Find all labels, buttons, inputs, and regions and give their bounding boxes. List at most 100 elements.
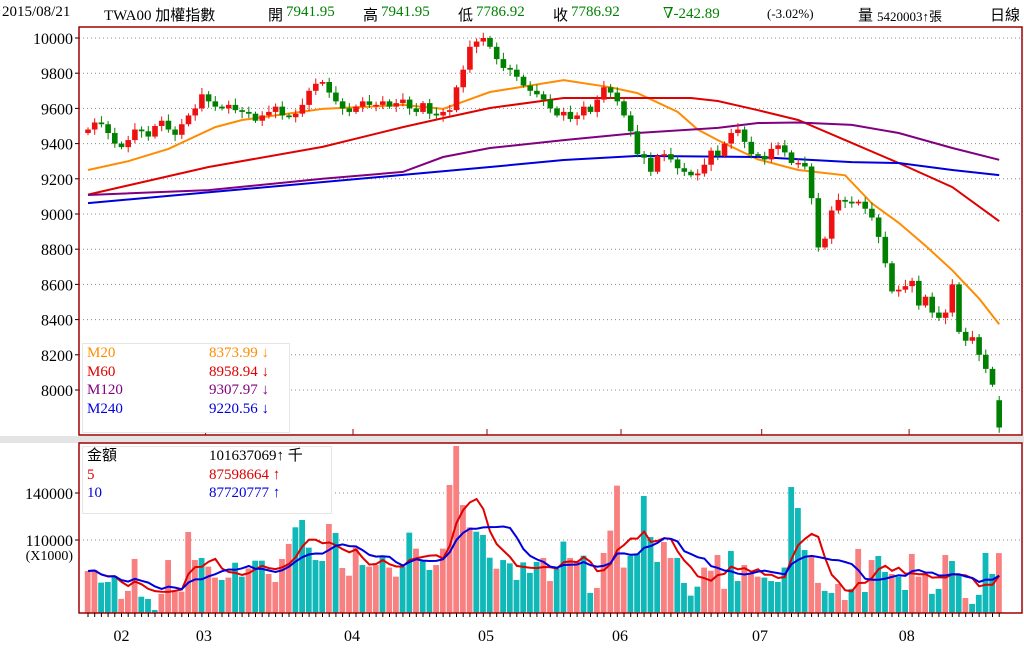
volume-bar xyxy=(98,582,104,613)
candle-body xyxy=(279,106,286,116)
symbol-name: TWA00 加權指數 xyxy=(104,8,216,24)
candle-body xyxy=(239,110,245,112)
candlestick xyxy=(996,395,1002,433)
candlestick xyxy=(922,294,929,308)
volume-bar xyxy=(982,553,989,613)
price-tick-label: 9800 xyxy=(41,66,73,83)
legend-value: 8373.99 ↓ xyxy=(209,345,269,361)
volume-bar xyxy=(466,527,473,613)
volume-bar xyxy=(754,576,761,613)
candlestick xyxy=(172,126,178,142)
candle-body xyxy=(708,150,714,165)
volume-bar xyxy=(379,556,386,613)
candlestick xyxy=(909,277,915,293)
candle-body xyxy=(359,101,366,107)
candlestick xyxy=(567,105,574,123)
candle-body xyxy=(259,115,265,121)
candlestick xyxy=(795,158,801,169)
candle-body xyxy=(406,99,413,109)
candle-body xyxy=(440,111,446,116)
candlestick xyxy=(855,199,862,206)
low-value: 7786.92 xyxy=(476,4,525,20)
candlestick xyxy=(112,127,118,148)
candlestick xyxy=(728,128,734,149)
candle-body xyxy=(855,201,862,204)
ma-line-m60 xyxy=(87,97,1000,223)
candle-body xyxy=(835,199,842,211)
candle-body xyxy=(554,108,560,116)
candlestick xyxy=(969,330,976,344)
volume-bar xyxy=(540,558,547,613)
candlestick xyxy=(420,101,426,115)
legend-value: 8958.94 ↓ xyxy=(209,363,269,380)
candle-body xyxy=(400,99,406,104)
candlestick xyxy=(346,103,353,117)
candlestick xyxy=(715,145,721,161)
candlestick xyxy=(828,206,835,244)
legend-name: 5 xyxy=(87,466,95,483)
candlestick xyxy=(849,196,855,208)
volume-bar xyxy=(975,594,982,613)
candlestick xyxy=(648,152,654,176)
candle-body xyxy=(132,129,138,141)
volume-bar xyxy=(372,565,379,613)
quote-header: 2015/08/21 TWA00 加權指數 開 7941.95 高 7941.9… xyxy=(0,0,1024,26)
candle-body xyxy=(808,166,815,199)
volume-bar xyxy=(942,555,949,613)
volume-bar xyxy=(935,588,942,613)
candle-body xyxy=(520,76,527,86)
candlestick xyxy=(400,93,406,107)
volume-bar xyxy=(801,550,808,613)
candle-body xyxy=(909,280,915,287)
legend-value: 9220.56 ↓ xyxy=(209,400,269,417)
candlestick xyxy=(875,214,882,244)
candle-body xyxy=(688,171,694,176)
candlestick xyxy=(98,116,105,128)
volume-bar xyxy=(721,588,728,613)
volume-bar xyxy=(513,579,520,613)
candle-body xyxy=(145,131,152,137)
candlestick xyxy=(138,126,145,138)
candle-body xyxy=(225,104,232,109)
candle-body xyxy=(326,82,332,93)
candlestick xyxy=(721,141,728,159)
volume-bar xyxy=(312,560,319,613)
candle-body xyxy=(212,101,219,107)
candlestick xyxy=(306,87,312,112)
volume-bar xyxy=(125,590,131,613)
volume-label: 量 xyxy=(858,8,874,24)
volume-bar xyxy=(138,596,145,613)
candle-body xyxy=(607,87,614,93)
volume-bar xyxy=(875,555,882,613)
volume-bar xyxy=(238,576,245,613)
candlestick xyxy=(239,106,245,119)
candlestick xyxy=(607,84,614,99)
volume-bar xyxy=(413,548,419,613)
candlestick xyxy=(373,101,379,112)
candle-body xyxy=(467,46,473,70)
volume-bar xyxy=(433,565,439,613)
candle-body xyxy=(292,113,299,118)
candlestick xyxy=(493,42,500,65)
volume-bar xyxy=(841,600,848,613)
candlestick xyxy=(246,106,252,118)
volume-bar xyxy=(728,550,734,613)
volume-bar xyxy=(882,571,888,613)
candle-body xyxy=(266,111,272,116)
candle-body xyxy=(500,59,507,68)
candle-body xyxy=(936,312,942,318)
volume-bar xyxy=(259,560,265,613)
candlestick xyxy=(594,95,600,118)
candlestick xyxy=(152,123,158,139)
candlestick xyxy=(132,123,138,144)
period-selector[interactable]: 日線 xyxy=(990,8,1021,24)
volume-bar xyxy=(969,603,975,613)
low-label: 低 xyxy=(458,8,474,24)
candle-body xyxy=(118,143,125,148)
volume-bar xyxy=(580,555,587,613)
candle-body xyxy=(621,101,627,116)
candle-body xyxy=(514,69,520,77)
candle-body xyxy=(956,284,962,332)
